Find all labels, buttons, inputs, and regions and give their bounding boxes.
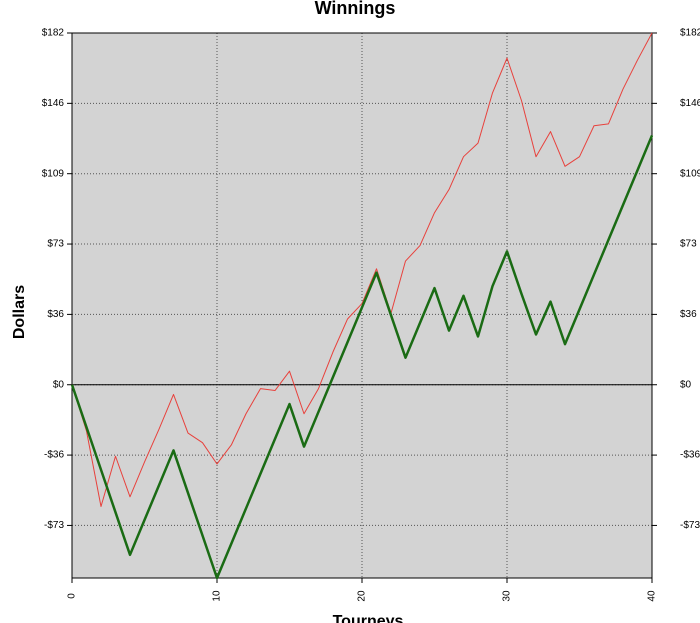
data-line bbox=[71, 32, 653, 507]
y-tick-label: $182 bbox=[680, 28, 700, 39]
y-axis-title: Dollars bbox=[11, 285, 28, 339]
y-tick-label: $146 bbox=[680, 98, 700, 109]
x-tick-label: 30 bbox=[502, 590, 513, 602]
y-tick-label: $109 bbox=[680, 168, 700, 179]
x-tick-label: 20 bbox=[357, 590, 368, 602]
y-tick-label: $0 bbox=[53, 379, 65, 390]
data-line bbox=[70, 134, 654, 580]
y-tick-label: $146 bbox=[42, 98, 65, 109]
chart-title: Winnings bbox=[315, 0, 396, 18]
y-tick-label: $182 bbox=[42, 28, 65, 39]
y-tick-label: $73 bbox=[47, 239, 64, 250]
plot-border bbox=[71, 32, 653, 579]
y-tick-label: $73 bbox=[680, 239, 697, 250]
y-tick-label: $0 bbox=[680, 379, 692, 390]
x-tick-label: 0 bbox=[67, 593, 78, 599]
y-tick-label: $36 bbox=[47, 309, 64, 320]
x-tick-label: 40 bbox=[647, 590, 658, 602]
y-tick-label: -$36 bbox=[44, 450, 64, 461]
y-tick-label: $36 bbox=[680, 309, 697, 320]
y-tick-label: $109 bbox=[42, 168, 65, 179]
y-tick-label: -$36 bbox=[680, 450, 700, 461]
y-tick-label: -$73 bbox=[680, 520, 700, 531]
x-axis-title: Tourneys bbox=[333, 613, 404, 623]
x-tick-label: 10 bbox=[212, 590, 223, 602]
y-tick-label: -$73 bbox=[44, 520, 64, 531]
